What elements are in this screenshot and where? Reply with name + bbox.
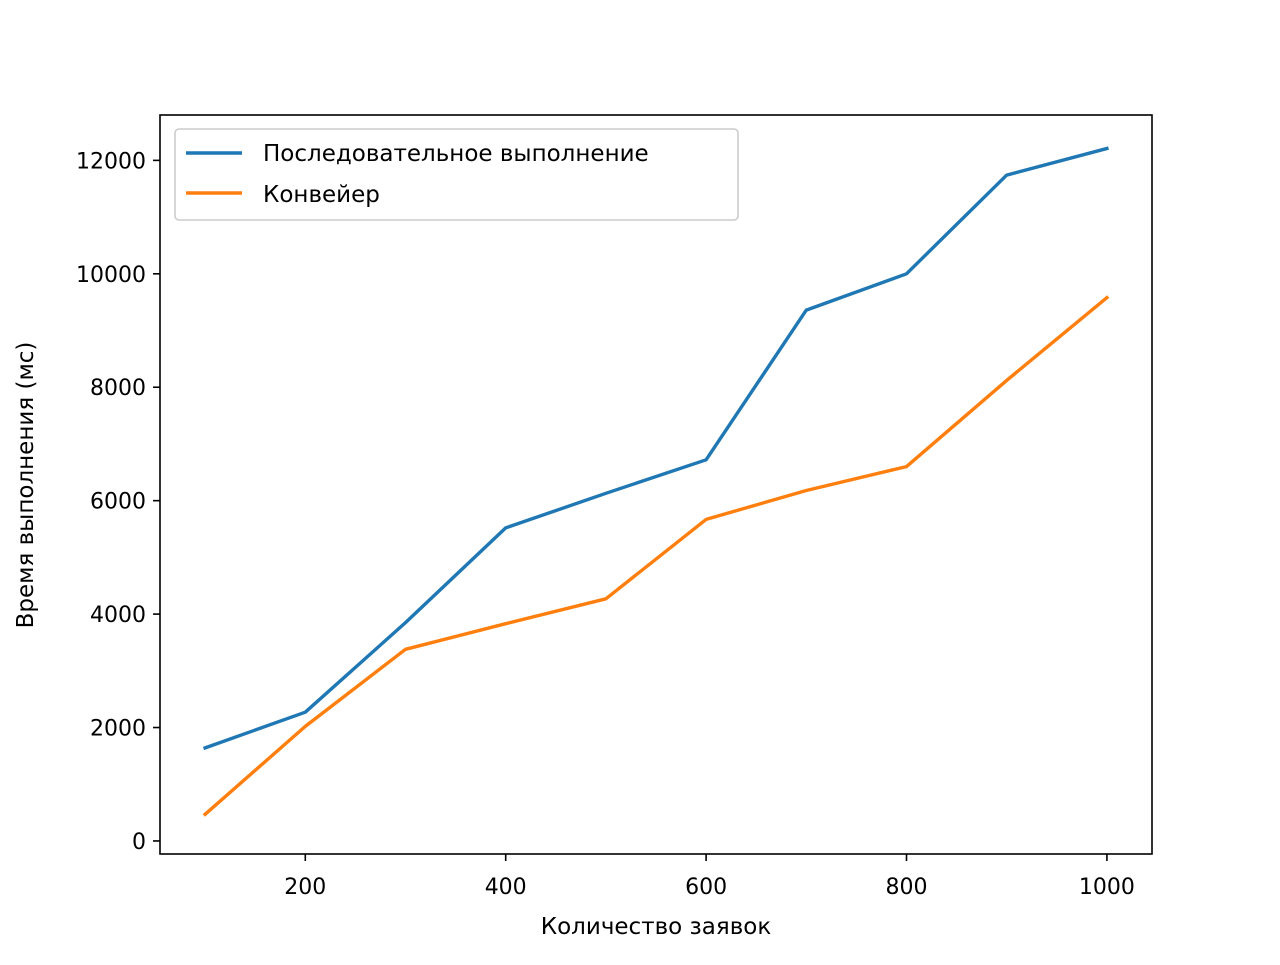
x-tick-label: 1000 [1079, 875, 1135, 900]
x-tick-label: 600 [685, 875, 727, 900]
x-axis-label: Количество заявок [541, 914, 772, 940]
y-axis-label: Время выполнения (мс) [13, 342, 39, 629]
y-tick-label: 6000 [90, 490, 146, 515]
y-tick-label: 2000 [90, 717, 146, 742]
y-tick-label: 10000 [76, 263, 146, 288]
y-tick-label: 12000 [76, 149, 146, 174]
plot-area [160, 115, 1152, 854]
legend-label-sequential: Последовательное выполнение [263, 141, 649, 167]
series-line-sequential [202, 146, 1109, 751]
x-tick-label: 200 [284, 875, 326, 900]
y-tick-label: 8000 [90, 376, 146, 401]
y-axis-ticks: 0 2000 4000 6000 8000 10000 12000 [76, 149, 160, 855]
legend-box [174, 128, 739, 221]
plot-frame [159, 114, 1153, 855]
series-layer [202, 146, 1110, 817]
x-tick-label: 400 [485, 875, 527, 900]
legend: Последовательное выполнение Конвейер [174, 128, 739, 221]
x-tick-label: 800 [886, 875, 928, 900]
legend-label-pipeline: Конвейер [263, 182, 380, 208]
y-tick-label: 4000 [90, 603, 146, 628]
x-axis-ticks: 200 400 600 800 1000 [284, 854, 1135, 900]
series-line-pipeline [202, 295, 1110, 817]
y-tick-label: 0 [132, 830, 146, 855]
